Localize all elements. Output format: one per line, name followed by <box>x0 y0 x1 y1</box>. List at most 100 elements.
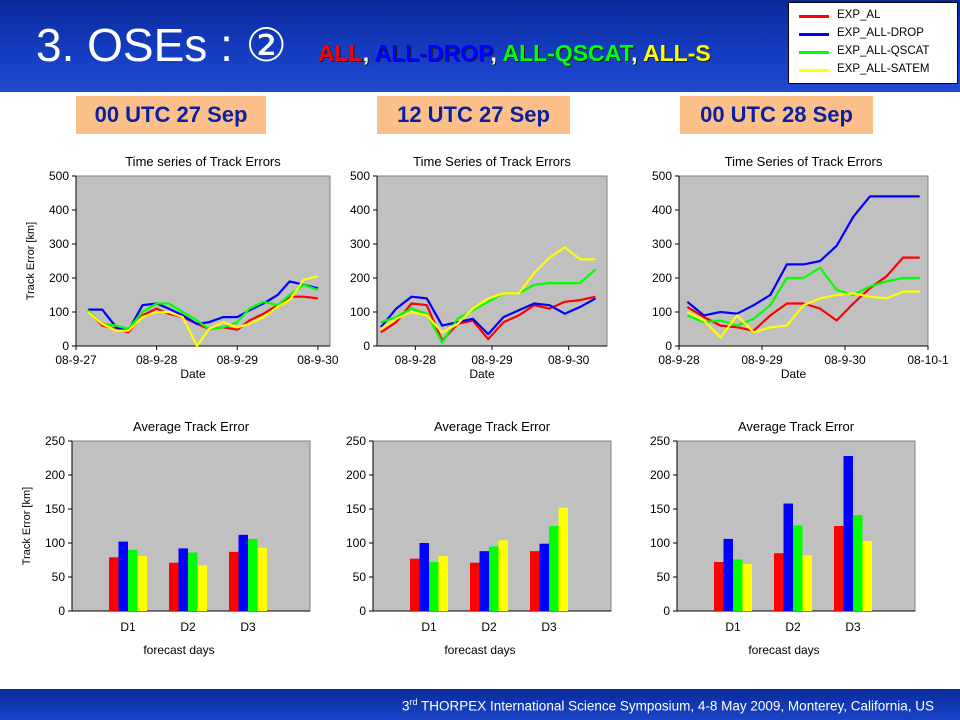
series-line <box>87 283 319 331</box>
bar <box>549 526 559 611</box>
chart-title: Average Track Error <box>738 419 855 434</box>
footer-ordinal: 3 <box>401 698 410 714</box>
bar <box>834 526 844 611</box>
y-tick-label: 150 <box>650 502 670 516</box>
bar <box>188 552 198 611</box>
bar <box>793 525 803 611</box>
y-tick-label: 150 <box>346 502 366 516</box>
y-tick-label: 250 <box>346 434 366 448</box>
bar <box>783 503 793 611</box>
time-label: 12 UTC 27 Sep <box>377 96 570 134</box>
bar <box>742 564 752 611</box>
series-line <box>686 266 920 327</box>
series-line <box>379 295 597 336</box>
series-line <box>380 295 596 342</box>
series-line <box>87 275 319 348</box>
bar <box>238 534 248 611</box>
y-tick-label: 200 <box>650 468 670 482</box>
legend-label: EXP_ALL-SATEM <box>837 63 930 75</box>
legend-label: EXP_ALL-DROP <box>837 27 924 39</box>
charts-area: Time series of Track Errors 0 100 200 300 400… <box>21 154 949 657</box>
y-tick-label: 300 <box>652 237 672 251</box>
bar <box>419 543 429 611</box>
time-label: 00 UTC 28 Sep <box>680 96 873 134</box>
y-tick-label: 50 <box>657 570 671 584</box>
experiment-label: ALL-QSCAT <box>502 40 632 66</box>
bar <box>429 562 439 611</box>
x-tick-label: 08-9-30 <box>548 353 590 367</box>
y-tick-label: 500 <box>350 169 370 183</box>
bar <box>257 547 267 611</box>
y-axis-label: Track Error [km] <box>25 222 37 300</box>
legend-swatch <box>799 51 829 54</box>
x-tick-label: 08-9-27 <box>55 353 97 367</box>
x-tick-label: D3 <box>240 620 256 634</box>
bar <box>197 565 207 611</box>
bar <box>248 538 258 611</box>
slide-title: 3. OSEs : ② <box>36 18 287 72</box>
bar <box>489 546 499 611</box>
y-tick-label: 150 <box>45 502 65 516</box>
y-tick-label: 0 <box>663 604 670 618</box>
x-axis-label: Date <box>469 367 495 381</box>
y-tick-label: 100 <box>45 536 65 550</box>
bar <box>438 555 448 611</box>
series-line <box>686 256 920 332</box>
y-tick-label: 100 <box>652 305 672 319</box>
chart-title: Time Series of Track Errors <box>725 154 883 169</box>
y-tick-label: 0 <box>359 604 366 618</box>
y-tick-label: 100 <box>49 305 69 319</box>
bar <box>169 562 179 611</box>
experiment-list: ALL, ALL-DROP, ALL-QSCAT, ALL-S <box>318 40 711 66</box>
chart-title: Average Track Error <box>434 419 551 434</box>
bar <box>802 555 812 611</box>
bar <box>853 515 863 611</box>
y-tick-label: 400 <box>652 203 672 217</box>
bar <box>843 455 853 611</box>
y-tick-label: 200 <box>45 468 65 482</box>
y-tick-label: 250 <box>650 434 670 448</box>
series-line <box>380 268 597 344</box>
bar <box>470 562 480 611</box>
time-label: 00 UTC 27 Sep <box>76 96 266 134</box>
footer-caption: THORPEX International Science Symposium,… <box>417 698 934 714</box>
bar <box>498 540 508 611</box>
x-tick-label: 08-9-29 <box>217 353 259 367</box>
bar <box>118 541 128 611</box>
x-tick-label: 08-9-30 <box>824 353 866 367</box>
chart-title: Time Series of Track Errors <box>413 154 571 169</box>
y-tick-label: 300 <box>350 237 370 251</box>
bar <box>137 555 147 611</box>
bar <box>128 549 138 611</box>
y-tick-label: 500 <box>49 169 69 183</box>
x-tick-label: 08-9-29 <box>741 353 783 367</box>
footer-ordinal-suffix: rd <box>409 697 418 707</box>
series-line <box>380 246 596 334</box>
series-line <box>686 195 920 317</box>
legend-swatch <box>799 33 829 36</box>
title-bar: 3. OSEs : ② ALL, ALL-DROP, ALL-QSCAT, AL… <box>0 0 960 92</box>
y-tick-label: 100 <box>650 536 670 550</box>
y-tick-label: 100 <box>350 305 370 319</box>
y-tick-label: 100 <box>346 536 366 550</box>
y-tick-label: 200 <box>49 271 69 285</box>
y-tick-label: 500 <box>652 169 672 183</box>
x-tick-label: D1 <box>725 620 741 634</box>
x-tick-label: D2 <box>481 620 497 634</box>
x-tick-label: 08-9-29 <box>471 353 513 367</box>
y-tick-label: 400 <box>49 203 69 217</box>
bar <box>229 551 239 611</box>
y-tick-label: 0 <box>62 339 69 353</box>
x-axis-label: forecast days <box>444 643 515 657</box>
y-tick-label: 50 <box>353 570 367 584</box>
x-tick-label: D1 <box>421 620 437 634</box>
bar <box>539 543 549 611</box>
slide-title-prefix: 3. OSEs : ② <box>36 19 287 71</box>
legend-label: EXP_AL <box>837 9 881 21</box>
plot-area <box>376 175 608 347</box>
bar <box>178 548 188 611</box>
bar <box>410 558 420 611</box>
chart-title: Time series of Track Errors <box>125 154 281 169</box>
experiment-label: ALL-S <box>643 40 711 66</box>
bar <box>723 538 733 611</box>
